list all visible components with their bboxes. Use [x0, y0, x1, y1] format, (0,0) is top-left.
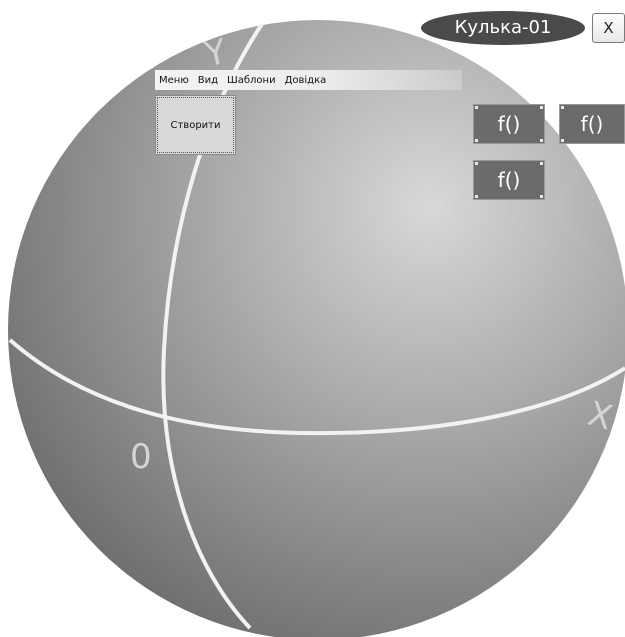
resize-handle-icon: [475, 195, 478, 198]
resize-handle-icon: [540, 139, 543, 142]
equator-line: [8, 338, 625, 436]
menu-item-menu[interactable]: Меню: [159, 74, 189, 86]
function-label: f(): [497, 168, 521, 192]
resize-handle-icon: [475, 162, 478, 165]
close-button[interactable]: X: [592, 13, 625, 43]
menu-item-help[interactable]: Довідка: [284, 74, 327, 86]
function-button-1[interactable]: f(): [473, 104, 545, 144]
resize-handle-icon: [540, 106, 543, 109]
resize-handle-icon: [540, 162, 543, 165]
function-label: f(): [580, 112, 604, 136]
resize-handle-icon: [561, 106, 564, 109]
resize-handle-icon: [475, 106, 478, 109]
menu-bar: Меню Вид Шаблони Довідка: [155, 70, 462, 90]
window-title: Кулька-01: [421, 11, 585, 45]
resize-handle-icon: [540, 195, 543, 198]
sphere[interactable]: [8, 20, 625, 637]
menu-item-templates[interactable]: Шаблони: [227, 74, 276, 86]
create-button[interactable]: Створити: [155, 95, 236, 155]
origin-label: 0: [130, 437, 152, 477]
function-button-2[interactable]: f(): [559, 104, 625, 144]
function-label: f(): [497, 112, 521, 136]
resize-handle-icon: [475, 139, 478, 142]
resize-handle-icon: [561, 139, 564, 142]
function-button-3[interactable]: f(): [473, 160, 545, 200]
menu-item-view[interactable]: Вид: [197, 74, 219, 86]
